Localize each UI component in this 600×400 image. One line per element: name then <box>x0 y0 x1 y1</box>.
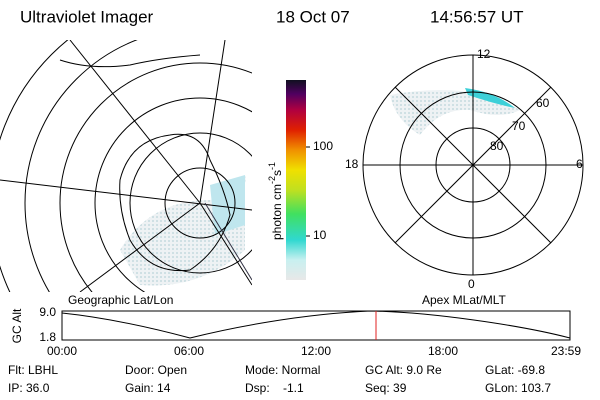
status-field: GLon: 103.7 <box>485 381 551 395</box>
status-field: Flt: LBHL <box>8 363 58 377</box>
mlt-label: 12 <box>477 47 491 61</box>
status-field: Door: Open <box>125 363 187 377</box>
status-field: GLat: -69.8 <box>485 363 545 377</box>
colorbar-label: photon cm-2s-1 <box>267 162 284 240</box>
colorbar-tick: 10 <box>313 228 327 242</box>
colorbar-tick: 100 <box>313 139 333 153</box>
status-field: IP: 36.0 <box>8 381 50 395</box>
instrument: Ultraviolet Imager <box>20 7 154 26</box>
polar-map: 12 18 6 0 60 70 80 <box>345 47 584 291</box>
lat-label: 80 <box>490 139 504 153</box>
colorbar <box>286 80 306 280</box>
status-field: Gain: 14 <box>125 381 171 395</box>
mlt-label: 18 <box>345 157 359 171</box>
timeline-x-label: 12:00 <box>301 344 331 358</box>
timeline-x-label: 23:59 <box>551 344 581 358</box>
status-field: GC Alt: 9.0 Re <box>365 363 442 377</box>
footer: Flt: LBHL Door: Open Mode: Normal GC Alt… <box>8 363 551 395</box>
status-field: Mode: Normal <box>245 363 320 377</box>
timeline-x-label: 18:00 <box>428 344 458 358</box>
lat-label: 60 <box>536 96 550 110</box>
geo-map <box>0 40 252 292</box>
timeline-y-label: 9.0 <box>39 305 56 319</box>
right-map-label: Apex MLat/MLT <box>422 293 506 307</box>
time: 14:56:57 UT <box>430 7 524 26</box>
timeline-x-label: 00:00 <box>47 344 77 358</box>
status-field: Seq: 39 <box>365 381 407 395</box>
timeline-y-label: 1.8 <box>39 330 56 344</box>
mlt-label: 6 <box>576 157 583 171</box>
altitude-curve <box>61 310 571 339</box>
left-map-label: Geographic Lat/Lon <box>68 293 173 307</box>
mlt-label: 0 <box>468 277 475 291</box>
timeline-frame <box>61 310 571 341</box>
lat-label: 70 <box>512 119 526 133</box>
timeline-x-label: 06:00 <box>174 344 204 358</box>
date: 18 Oct 07 <box>276 7 350 26</box>
status-field: Dsp: -1.1 <box>245 381 304 395</box>
timeline-axis-label: GC Alt <box>10 308 24 343</box>
